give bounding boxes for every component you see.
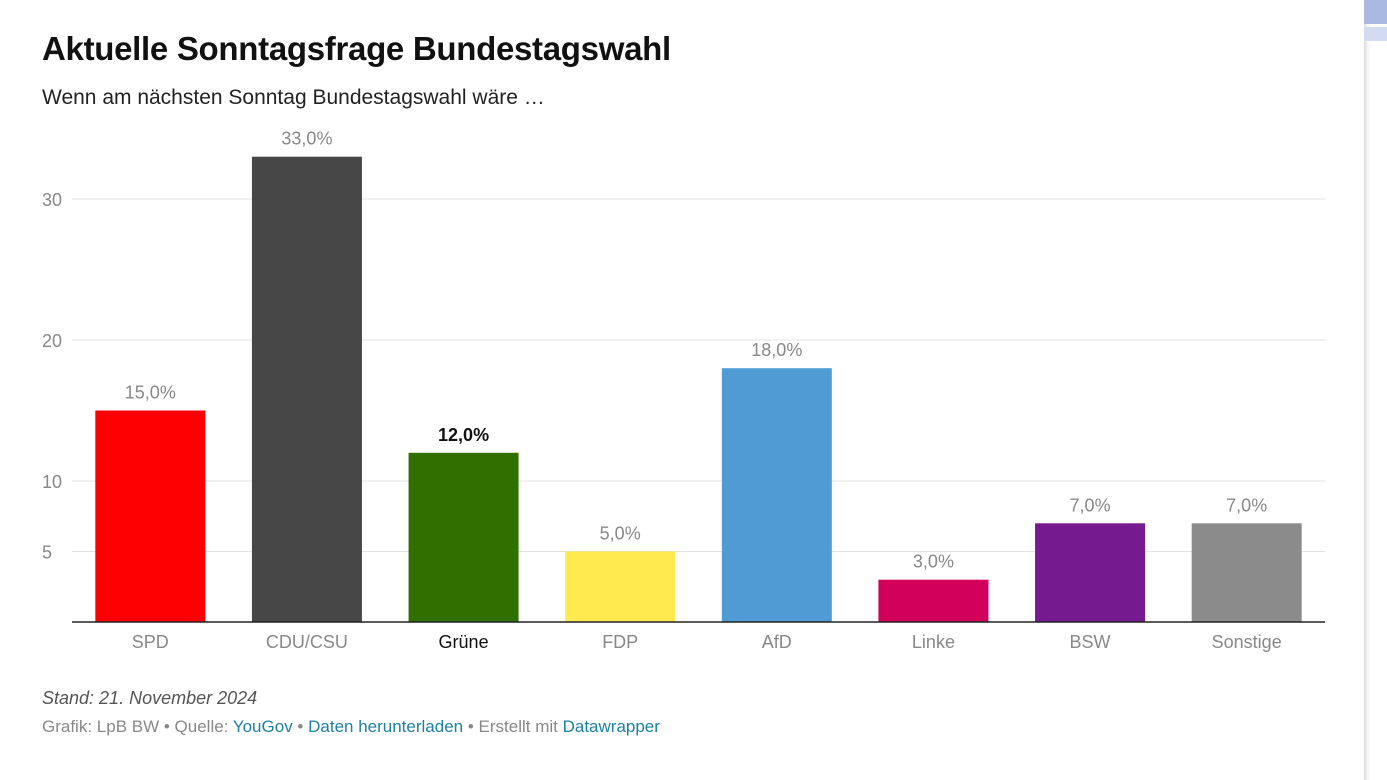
value-label: 7,0% [1070, 495, 1111, 515]
value-label: 5,0% [600, 524, 641, 544]
chart-title: Aktuelle Sonntagsfrage Bundestagswahl [42, 30, 671, 67]
credit-text: Grafik: LpB BW [42, 717, 160, 736]
source-link[interactable]: YouGov [232, 717, 293, 736]
separator: • [292, 717, 309, 736]
scrollbar-track-highlight [1364, 27, 1387, 41]
datawrapper-link[interactable]: Datawrapper [562, 717, 660, 736]
bar-bsw [1035, 523, 1146, 622]
chart-footer: Grafik: LpB BW • Quelle: YouGov • Daten … [42, 717, 660, 737]
chart-notes: Stand: 21. November 2024 [42, 688, 258, 708]
x-tick-label: Grüne [439, 632, 489, 652]
x-tick-label: SPD [132, 632, 169, 652]
x-tick-label: Sonstige [1212, 632, 1282, 652]
download-data-link[interactable]: Daten herunterladen [308, 717, 464, 736]
bar-cducsu [251, 156, 362, 622]
source-label: Quelle: [174, 717, 233, 736]
x-tick-label: AfD [762, 632, 792, 652]
separator: • [463, 717, 479, 736]
x-tick-label: FDP [602, 632, 638, 652]
scrollbar[interactable] [1364, 0, 1387, 780]
bar-fdp [565, 551, 676, 622]
value-label: 15,0% [125, 383, 176, 403]
y-tick-label: 5 [42, 543, 52, 563]
separator: • [159, 717, 175, 736]
value-label: 3,0% [913, 552, 954, 572]
bar-afd [721, 368, 832, 622]
y-tick-label: 10 [42, 472, 62, 492]
scrollbar-thumb[interactable] [1364, 0, 1387, 24]
x-tick-label: Linke [912, 632, 955, 652]
y-tick-label: 30 [42, 190, 62, 210]
value-label: 12,0% [438, 425, 489, 445]
bar-sonstige [1191, 523, 1302, 622]
y-tick-label: 20 [42, 331, 62, 351]
value-label: 33,0% [281, 129, 332, 149]
x-tick-label: CDU/CSU [266, 632, 348, 652]
bar-linke [878, 579, 989, 622]
created-with-label: Erstellt mit [478, 717, 563, 736]
chart-subtitle: Wenn am nächsten Sonntag Bundestagswahl … [42, 86, 545, 109]
bar-spd [95, 410, 206, 622]
value-label: 18,0% [751, 340, 802, 360]
bar-grüne [408, 452, 519, 622]
bar-chart: 5 10 20 30 15,0% SPD 33,0% CDU/CSU 12,0% Grüne 5,0… [42, 129, 1325, 652]
value-label: 7,0% [1226, 495, 1267, 515]
x-tick-label: BSW [1070, 632, 1111, 652]
